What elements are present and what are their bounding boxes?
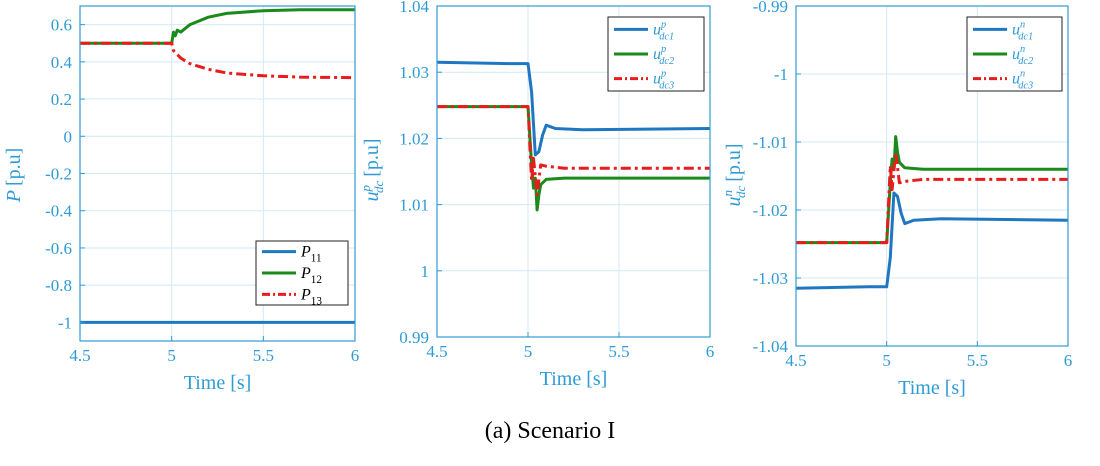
y-tick-label: 0 (64, 127, 73, 146)
y-tick-label: 1.04 (399, 0, 429, 16)
y-tick-label: 0.2 (51, 90, 72, 109)
x-tick-label: 5.5 (253, 346, 274, 365)
legend-label: up dc2 (653, 44, 674, 67)
x-tick-label: 5.5 (608, 342, 629, 361)
legend-label: P12 (300, 265, 322, 286)
y-axis-label: updc[p.u] (358, 138, 386, 201)
y-axis-label: undc[p.u] (720, 143, 748, 206)
x-tick-label: 5 (524, 342, 533, 361)
axes-frame (795, 5, 1069, 347)
legend-label: up dc1 (653, 19, 674, 42)
legend-label: P13 (300, 286, 322, 307)
y-tick-label: -1.03 (753, 269, 788, 288)
x-axis-label: Time [s] (184, 372, 252, 394)
x-tick-label: 4.5 (69, 346, 90, 365)
y-tick-label: -1 (774, 65, 788, 84)
series-line-p13 (80, 41, 355, 80)
y-tick-label: 1.02 (399, 129, 429, 148)
y-axis-label: P[p.u] (3, 148, 25, 204)
legend-label: up dc3 (653, 69, 674, 92)
y-tick-label: -1.04 (753, 337, 789, 356)
y-tick-label: 0.4 (51, 53, 73, 72)
x-tick-label: 4.5 (426, 342, 447, 361)
x-axis-label: Time [s] (540, 368, 608, 390)
y-tick-label: -0.4 (45, 202, 72, 221)
figure-caption: (a) Scenario I (484, 418, 616, 444)
legend-label: un dc3 (1012, 69, 1033, 92)
y-tick-label: -0.2 (45, 165, 72, 184)
series-line-p12 (80, 8, 355, 45)
y-tick-label: 0.6 (51, 16, 72, 35)
y-tick-label: -1.02 (753, 201, 788, 220)
series-line-updc3 (437, 105, 710, 197)
x-axis-label: Time [s] (898, 377, 966, 399)
y-tick-label: -0.6 (45, 239, 72, 258)
axes-frame (436, 5, 711, 338)
y-tick-label: 0.99 (399, 328, 429, 347)
y-tick-label: 1.03 (399, 63, 429, 82)
figure-svg: 4.5 5 5.5 6 -1 -0.8 -0.6 -0.4 -0.2 0 0.2 0.4 0.6 Time… (3, 0, 1072, 399)
y-tick-label: -1 (58, 313, 72, 332)
x-tick-label: 5 (167, 346, 176, 365)
y-tick-label: -0.99 (753, 0, 788, 16)
legend-label: P11 (300, 244, 322, 265)
x-tick-label: 6 (706, 342, 715, 361)
x-tick-label: 6 (351, 346, 360, 365)
x-tick-label: 4.5 (785, 351, 806, 370)
x-tick-label: 5.5 (967, 351, 988, 370)
x-tick-label: 5 (882, 351, 891, 370)
y-tick-label: -1.01 (753, 133, 788, 152)
series-line-undc1 (796, 191, 1068, 290)
legend-label: un dc2 (1012, 44, 1033, 67)
series-line-updc1 (437, 60, 710, 157)
y-tick-label: 1 (421, 262, 430, 281)
y-tick-label: 1.01 (399, 196, 429, 215)
chart-1: 4.5 5 5.5 6 -1 -0.8 -0.6 -0.4 -0.2 0 0.2 0.4 0.6 Time… (3, 5, 360, 394)
series-line-undc3 (796, 150, 1068, 245)
y-tick-label: -0.8 (45, 276, 72, 295)
x-tick-label: 6 (1064, 351, 1073, 370)
legend-label: un dc1 (1012, 19, 1033, 42)
chart-2: 4.5 5 5.5 6 0.99 1 1.01 1.02 1.03 1.04 Time [s] upd… (358, 0, 714, 390)
chart-3: 4.5 5 5.5 6 -1.04 -1.03 -1.02 -1.01 -1 -0.99 Time … (720, 0, 1072, 399)
